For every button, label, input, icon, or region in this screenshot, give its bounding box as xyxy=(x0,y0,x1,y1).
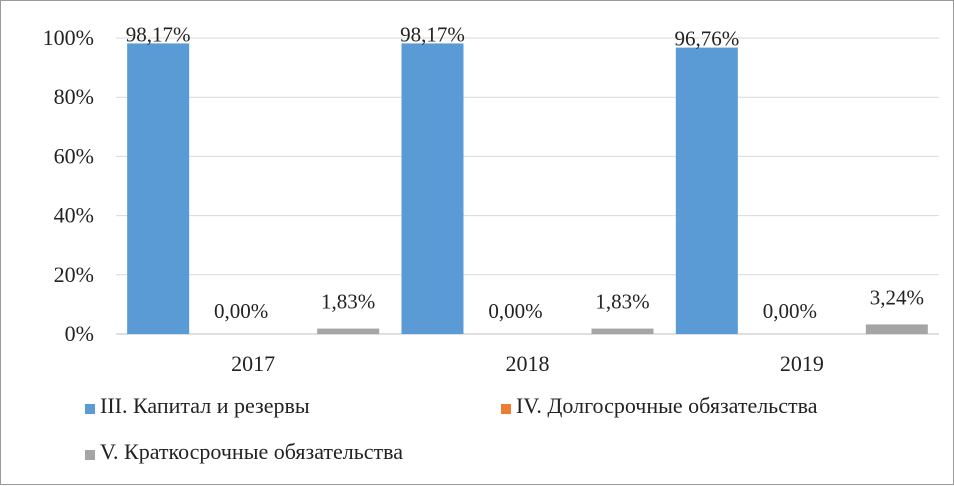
legend-swatch xyxy=(85,404,95,414)
legend-swatch xyxy=(85,450,95,460)
data-labels: 98,17% 0,00% 1,83% 98,17% 0,00% 1,83% 96,76% 0,… xyxy=(126,22,924,323)
grid-lines xyxy=(116,37,939,335)
data-label: 0,00% xyxy=(488,299,542,323)
data-label: 96,76% xyxy=(674,27,739,51)
x-tick-label: 2017 xyxy=(231,351,275,376)
data-label: 3,24% xyxy=(870,285,924,309)
y-tick-label: 20% xyxy=(54,262,94,287)
legend-item: IV. Долгосрочные обязательства xyxy=(501,393,818,418)
data-label: 98,17% xyxy=(400,22,465,46)
data-label: 0,00% xyxy=(763,299,817,323)
data-label: 1,83% xyxy=(595,290,649,314)
bar xyxy=(675,47,738,335)
legend-swatch xyxy=(501,404,511,414)
legend-label: V. Краткосрочные обязательства xyxy=(100,439,403,464)
legend: III. Капитал и резервы IV. Долгосрочные о… xyxy=(85,393,818,464)
legend-item: V. Краткосрочные обязательства xyxy=(85,439,403,464)
bar xyxy=(127,43,190,334)
y-tick-label: 80% xyxy=(54,84,94,109)
data-label: 1,83% xyxy=(321,290,375,314)
data-label: 98,17% xyxy=(126,22,191,46)
bar xyxy=(865,324,928,334)
legend-label: III. Капитал и резервы xyxy=(100,393,310,418)
legend-item: III. Капитал и резервы xyxy=(85,393,310,418)
y-tick-label: 60% xyxy=(54,143,94,168)
bar xyxy=(591,328,654,334)
y-tick-label: 40% xyxy=(54,203,94,228)
y-axis: 0% 20% 40% 60% 80% 100% xyxy=(43,25,94,346)
legend-label: IV. Долгосрочные обязательства xyxy=(516,393,818,418)
x-tick-label: 2019 xyxy=(780,351,824,376)
data-label: 0,00% xyxy=(214,299,268,323)
bar xyxy=(317,328,380,334)
y-tick-label: 100% xyxy=(43,25,94,50)
y-tick-label: 0% xyxy=(65,321,94,346)
bar xyxy=(401,43,464,334)
bars xyxy=(127,43,928,335)
x-tick-label: 2018 xyxy=(506,351,550,376)
x-axis: 2017 2018 2019 xyxy=(231,351,824,376)
